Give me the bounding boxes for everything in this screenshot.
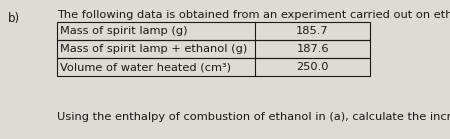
Text: Mass of spirit lamp + ethanol (g): Mass of spirit lamp + ethanol (g) <box>60 44 247 54</box>
Text: 250.0: 250.0 <box>296 62 329 72</box>
Bar <box>57 40 370 58</box>
Text: 185.7: 185.7 <box>296 26 329 36</box>
Text: Using the enthalpy of combustion of ethanol in (a), calculate the increase: Using the enthalpy of combustion of etha… <box>57 112 450 122</box>
Text: b): b) <box>8 12 20 25</box>
Text: 187.6: 187.6 <box>296 44 329 54</box>
Text: The following data is obtained from an experiment carried out on ethanol.: The following data is obtained from an e… <box>57 10 450 20</box>
Text: Volume of water heated (cm³): Volume of water heated (cm³) <box>60 62 231 72</box>
Text: Mass of spirit lamp (g): Mass of spirit lamp (g) <box>60 26 188 36</box>
Bar <box>57 58 370 76</box>
Bar <box>57 22 370 40</box>
